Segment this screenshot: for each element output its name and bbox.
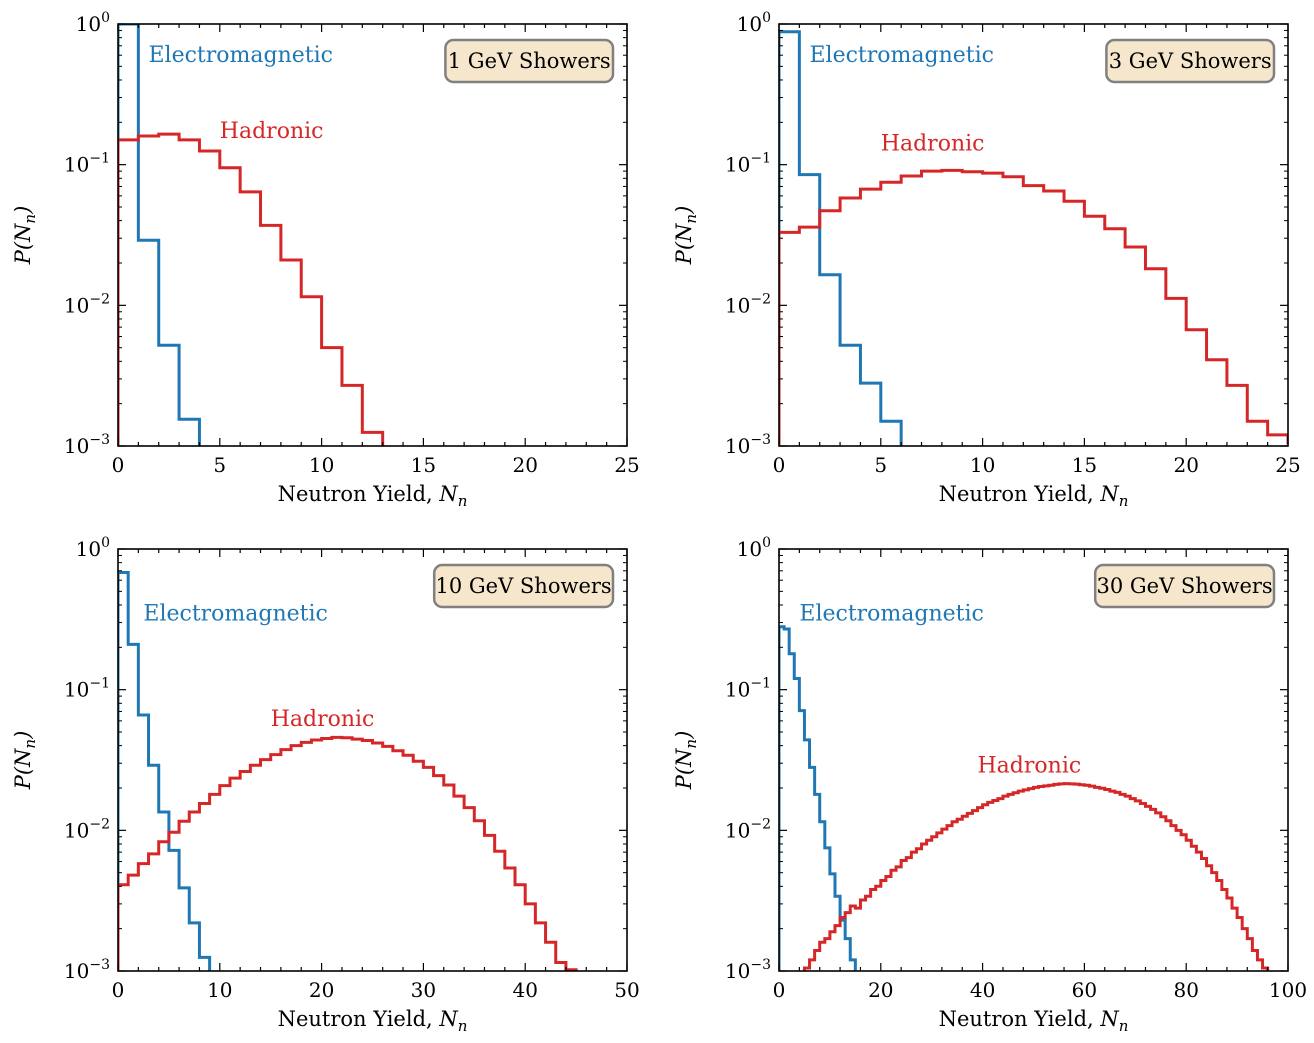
x-tick-label: 0 [773, 978, 786, 1002]
x-tick-label: 5 [874, 453, 887, 477]
x-tick-label: 10 [970, 453, 995, 477]
panel-title: 30 GeV Showers [1096, 574, 1272, 598]
plot-frame [778, 548, 1289, 972]
electromagnetic-series-line [779, 625, 857, 971]
hadronic-series-line [118, 132, 385, 446]
hadronic-label: Hadronic [220, 119, 324, 144]
panel-1: Electromagnetic Hadronic 0 5 10 15 20 25 10−3 10−… [11, 10, 640, 510]
plot-frame [117, 23, 628, 447]
x-tick-label: 10 [207, 978, 232, 1002]
x-tick-label: 20 [1173, 453, 1198, 477]
x-axis-label: Neutron Yield, Nn [939, 1007, 1129, 1035]
panel-title: 10 GeV Showers [435, 574, 611, 598]
x-tick-label: 15 [411, 453, 436, 477]
x-tick-label: 80 [1173, 978, 1198, 1002]
x-tick-label: 100 [1269, 978, 1307, 1002]
title-box [1093, 563, 1276, 609]
x-tick-label: 25 [614, 453, 639, 477]
y-tick-label: 10−1 [725, 151, 771, 177]
x-tick-label: 0 [112, 453, 125, 477]
electromagnetic-label: Electromagnetic [143, 602, 328, 627]
y-tick-label: 100 [737, 10, 771, 36]
x-tick-label: 30 [411, 978, 436, 1002]
x-tick-label: 50 [614, 978, 639, 1002]
x-axis-label: Neutron Yield, Nn [939, 482, 1129, 510]
y-tick-label: 100 [76, 10, 110, 36]
panel-title: 1 GeV Showers [448, 49, 611, 73]
title-box [444, 38, 615, 84]
y-tick-label: 10−1 [725, 676, 771, 702]
y-axis-label: P(Nn) [672, 206, 700, 266]
hadronic-label: Hadronic [881, 132, 985, 157]
y-tick-label: 10−3 [725, 957, 771, 983]
electromagnetic-series-line [779, 30, 903, 446]
title-box [1105, 38, 1276, 84]
hadronic-series-line [779, 168, 1288, 446]
x-tick-label: 25 [1275, 453, 1300, 477]
y-tick-label: 10−3 [64, 957, 110, 983]
title-box [432, 563, 615, 609]
y-tick-label: 10−2 [64, 291, 110, 317]
y-tick-label: 10−3 [64, 432, 110, 458]
y-tick-label: 10−1 [64, 151, 110, 177]
x-tick-label: 60 [1072, 978, 1097, 1002]
y-tick-label: 100 [737, 535, 771, 561]
y-axis-label: P(Nn) [672, 731, 700, 791]
x-tick-label: 20 [868, 978, 893, 1002]
x-tick-label: 20 [512, 453, 537, 477]
x-tick-label: 15 [1072, 453, 1097, 477]
y-tick-label: 10−3 [725, 432, 771, 458]
x-tick-label: 10 [309, 453, 334, 477]
plot-frame [117, 548, 628, 972]
hadronic-series-line [118, 735, 578, 971]
plot-frame [778, 23, 1289, 447]
hadronic-label: Hadronic [271, 707, 375, 732]
x-tick-label: 40 [512, 978, 537, 1002]
y-tick-label: 10−1 [64, 676, 110, 702]
y-tick-label: 10−2 [64, 816, 110, 842]
y-tick-label: 10−2 [725, 291, 771, 317]
electromagnetic-series-line [118, 571, 212, 971]
x-axis-label: Neutron Yield, Nn [278, 482, 468, 510]
x-tick-label: 0 [773, 453, 786, 477]
electromagnetic-label: Electromagnetic [810, 43, 995, 68]
electromagnetic-label: Electromagnetic [799, 602, 984, 627]
y-tick-label: 10−2 [725, 816, 771, 842]
x-axis-label: Neutron Yield, Nn [278, 1007, 468, 1035]
panel-title: 3 GeV Showers [1109, 49, 1272, 73]
hadronic-label: Hadronic [978, 754, 1082, 779]
electromagnetic-series-line [118, 24, 201, 446]
hadronic-series-line [802, 782, 1270, 971]
panel-4: Electromagnetic Hadronic 0 20 40 60 80 100 10−3 1… [672, 535, 1307, 1035]
electromagnetic-label: Electromagnetic [149, 43, 334, 68]
panel-3: Electromagnetic Hadronic 0 10 20 30 40 50 10−3 10… [11, 535, 640, 1035]
x-tick-label: 5 [213, 453, 226, 477]
x-tick-label: 0 [112, 978, 125, 1002]
y-tick-label: 100 [76, 535, 110, 561]
y-axis-label: P(Nn) [11, 206, 39, 266]
x-tick-label: 20 [309, 978, 334, 1002]
x-tick-label: 40 [970, 978, 995, 1002]
y-axis-label: P(Nn) [11, 731, 39, 791]
panel-2: Electromagnetic Hadronic 0 5 10 15 20 25 10−3 10−… [672, 10, 1301, 510]
